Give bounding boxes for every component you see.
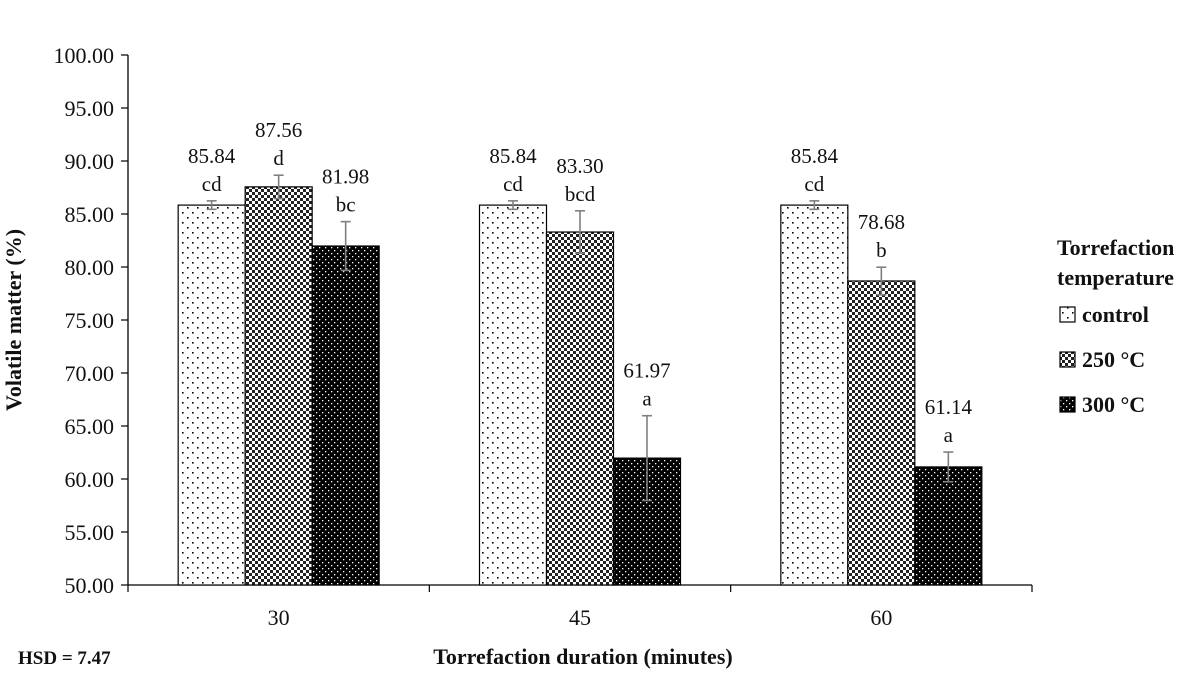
y-tick-label: 60.00: [65, 467, 115, 492]
y-tick-label: 75.00: [65, 308, 115, 333]
x-tick-label: 60: [870, 605, 892, 630]
bar: [311, 245, 380, 586]
data-label-letter: a: [944, 423, 954, 447]
data-label-letter: cd: [804, 172, 824, 196]
data-label-letter: bc: [336, 193, 356, 217]
y-tick-label: 65.00: [65, 414, 115, 439]
data-label-value: 85.84: [791, 144, 839, 168]
y-axis-title: Volatile matter (%): [1, 229, 26, 411]
legend-title-line2: temperature: [1057, 265, 1174, 290]
legend-swatch: [1059, 306, 1076, 323]
data-label-letter: cd: [202, 172, 222, 196]
data-label-letter: bcd: [565, 182, 596, 206]
data-label-value: 61.14: [925, 395, 973, 419]
data-label-value: 85.84: [489, 144, 537, 168]
data-label-value: 81.98: [322, 165, 369, 189]
legend-label: control: [1082, 302, 1149, 327]
bar: [545, 231, 615, 586]
y-tick-label: 80.00: [65, 255, 115, 280]
data-label-letter: d: [273, 146, 284, 170]
data-label-value: 85.84: [188, 144, 236, 168]
bar: [847, 280, 916, 586]
bar: [914, 466, 983, 586]
hsd-note: HSD = 7.47: [18, 648, 111, 669]
y-axis-ticks: 50.00 55.00 60.00 65.00 70.00 75.00 80.00 85.00…: [54, 43, 128, 598]
data-label-letter: a: [642, 387, 652, 411]
y-tick-label: 90.00: [65, 149, 115, 174]
data-labels: 85.84cd87.56d81.98bc85.84cd83.30bcd61.97…: [188, 118, 972, 447]
error-bars: [206, 174, 954, 502]
x-axis-ticks: 30 45 60: [127, 585, 1033, 630]
bar: [177, 204, 246, 586]
y-tick-label: 100.00: [54, 43, 115, 68]
data-label-letter: b: [876, 238, 887, 262]
data-label-value: 87.56: [255, 118, 302, 142]
data-label-letter: cd: [503, 172, 523, 196]
bar-series: [177, 186, 983, 586]
y-tick-label: 95.00: [65, 96, 115, 121]
y-tick-label: 50.00: [65, 573, 115, 598]
x-tick-label: 45: [569, 605, 591, 630]
data-label-value: 61.97: [623, 359, 670, 383]
data-label-value: 83.30: [556, 154, 603, 178]
y-tick-label: 55.00: [65, 520, 115, 545]
legend-items: control 250 °C 300 °C: [1059, 302, 1149, 417]
legend: Torrefaction temperature control 250 °C 30…: [1057, 235, 1174, 417]
legend-title-line1: Torrefaction: [1057, 235, 1174, 260]
bar: [478, 204, 548, 586]
x-axis-title: Torrefaction duration (minutes): [433, 644, 732, 669]
legend-label: 250 °C: [1082, 347, 1145, 372]
legend-label: 300 °C: [1082, 392, 1145, 417]
y-tick-label: 70.00: [65, 361, 115, 386]
x-tick-label: 30: [268, 605, 290, 630]
bar: [244, 186, 313, 586]
legend-swatch: [1059, 396, 1076, 413]
y-tick-label: 85.00: [65, 202, 115, 227]
legend-swatch: [1059, 351, 1076, 368]
data-label-value: 78.68: [858, 210, 905, 234]
bar: [780, 204, 849, 586]
